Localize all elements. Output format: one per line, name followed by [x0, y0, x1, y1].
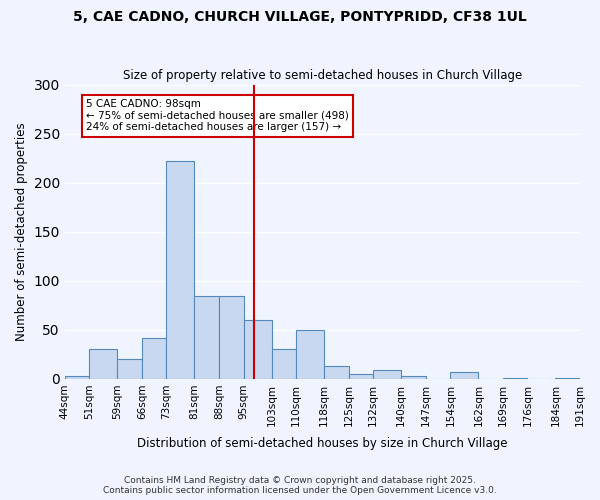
- Bar: [194, 296, 219, 379]
- Bar: [65, 376, 89, 379]
- Bar: [118, 360, 142, 379]
- Bar: [451, 372, 478, 379]
- Bar: [272, 350, 296, 379]
- Bar: [373, 370, 401, 379]
- Text: Contains HM Land Registry data © Crown copyright and database right 2025.
Contai: Contains HM Land Registry data © Crown c…: [103, 476, 497, 495]
- Text: 5 CAE CADNO: 98sqm
← 75% of semi-detached houses are smaller (498)
24% of semi-d: 5 CAE CADNO: 98sqm ← 75% of semi-detache…: [86, 100, 349, 132]
- Bar: [166, 161, 194, 379]
- Bar: [219, 296, 244, 379]
- Bar: [296, 330, 324, 379]
- Bar: [324, 366, 349, 379]
- Bar: [503, 378, 527, 379]
- Text: 5, CAE CADNO, CHURCH VILLAGE, PONTYPRIDD, CF38 1UL: 5, CAE CADNO, CHURCH VILLAGE, PONTYPRIDD…: [73, 10, 527, 24]
- Y-axis label: Number of semi-detached properties: Number of semi-detached properties: [15, 122, 28, 341]
- Title: Size of property relative to semi-detached houses in Church Village: Size of property relative to semi-detach…: [123, 69, 522, 82]
- X-axis label: Distribution of semi-detached houses by size in Church Village: Distribution of semi-detached houses by …: [137, 437, 508, 450]
- Bar: [556, 378, 580, 379]
- Bar: [401, 376, 426, 379]
- Bar: [244, 320, 272, 379]
- Bar: [349, 374, 373, 379]
- Bar: [89, 350, 118, 379]
- Bar: [142, 338, 166, 379]
